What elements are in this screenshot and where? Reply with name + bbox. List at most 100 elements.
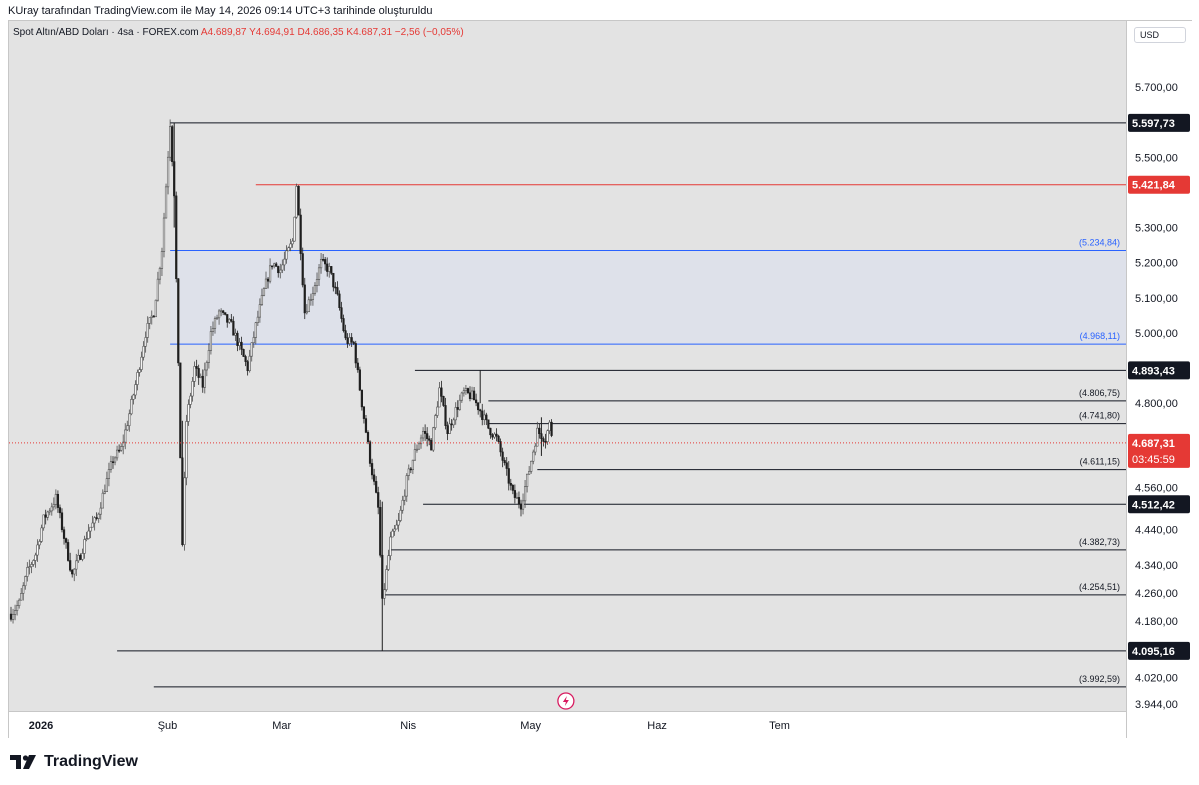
candle-body	[89, 526, 92, 532]
candle-body	[468, 392, 472, 399]
plot-area[interactable]: (5.234,84) (4.968,11) (4.806,75) (4.741,80)…	[9, 21, 1126, 711]
candle-body	[356, 362, 359, 371]
candle-body	[507, 468, 510, 484]
candle-body	[20, 593, 23, 601]
candle-body	[60, 512, 64, 531]
candle-body	[315, 279, 319, 286]
candle-body	[252, 337, 255, 344]
candle-body	[24, 576, 27, 587]
candle-body	[28, 566, 31, 568]
price-axis-labels: 5.597,73 5.421,84 4.893,43 4.512,42 4.095,16…	[1128, 82, 1190, 711]
candle-body	[450, 423, 453, 426]
tradingview-icon	[10, 755, 36, 769]
level-badge-label: 5.421,84	[1132, 180, 1176, 192]
candle-body	[409, 468, 412, 471]
candle-body	[134, 384, 137, 396]
candle-body	[495, 433, 498, 437]
candle-body	[319, 259, 323, 269]
candle-body	[432, 427, 435, 451]
candle-body	[103, 491, 106, 494]
candle-body	[191, 381, 194, 397]
candle-body	[387, 555, 390, 570]
candle-body	[277, 266, 280, 274]
candle-body	[391, 530, 394, 538]
candle-body	[238, 341, 241, 346]
candle-body	[101, 492, 104, 509]
price-tick-label: 5.000,00	[1135, 328, 1178, 340]
candle-body	[475, 399, 478, 404]
candle-body	[383, 589, 386, 599]
candle-body	[242, 349, 245, 357]
candle-body	[346, 337, 349, 344]
candle-body	[362, 406, 366, 419]
candle-body	[73, 568, 76, 575]
currency-button[interactable]: USD	[1134, 27, 1186, 43]
time-axis[interactable]: 2026 Şub Mar Nis May Haz Tem	[9, 711, 1126, 738]
candle-body	[546, 430, 549, 442]
candle-body	[499, 441, 502, 453]
candle-body	[354, 343, 357, 364]
candle-body	[297, 185, 300, 216]
candle-body	[264, 278, 268, 289]
candle-body	[150, 315, 153, 318]
price-tick-label: 5.100,00	[1135, 293, 1178, 305]
candle-body	[426, 433, 429, 440]
candle-body	[348, 337, 351, 344]
candle-body	[248, 355, 251, 372]
candle-body	[162, 217, 166, 252]
price-axis[interactable]: USD 5.597,73 5.421,84 4.893,43 4.512,42 4.09…	[1126, 21, 1192, 738]
candle-body	[317, 267, 321, 280]
candle-body	[246, 361, 249, 372]
legend-open: A4.689,87	[200, 27, 247, 38]
time-tick-label: Şub	[158, 720, 178, 732]
symbol-legend: Spot Altın/ABD Doları · 4sa · FOREX.com …	[13, 27, 464, 38]
candle-body	[497, 435, 500, 442]
candle-body	[85, 538, 88, 540]
candle-body	[222, 310, 225, 313]
price-tick-label: 4.260,00	[1135, 588, 1178, 600]
candle-body	[334, 286, 337, 289]
candle-body	[201, 375, 204, 388]
level-label: (4.254,51)	[1079, 582, 1120, 592]
legend-low: D4.686,35	[297, 27, 344, 38]
level-badge-label: 4.095,16	[1132, 646, 1175, 658]
candle-body	[309, 299, 312, 301]
candle-body	[275, 263, 278, 267]
candle-body	[548, 421, 551, 432]
candle-body	[448, 423, 451, 434]
time-tick-label: Haz	[647, 720, 667, 732]
candle-body	[160, 251, 164, 269]
candle-body	[38, 541, 41, 546]
candle-body	[154, 299, 157, 318]
time-axis-labels: 2026 Şub Mar Nis May Haz Tem	[29, 720, 790, 732]
candle-body	[366, 432, 370, 443]
tradingview-logo[interactable]: TradingView	[10, 752, 138, 772]
candle-body	[493, 433, 496, 438]
candle-body	[228, 319, 231, 323]
candle-body	[395, 524, 398, 530]
level-label: (4.806,75)	[1079, 388, 1120, 398]
candle-body	[405, 475, 408, 497]
candle-body	[446, 425, 449, 434]
candle-body	[485, 414, 488, 421]
legend-symbol[interactable]: Spot Altın/ABD Doları · 4sa · FOREX.com	[13, 27, 199, 38]
level-badge-label: 4.893,43	[1132, 365, 1175, 377]
candle-body	[50, 506, 53, 512]
candle-body	[205, 362, 208, 371]
level-badge	[1128, 361, 1190, 380]
price-tick-label: 4.340,00	[1135, 560, 1178, 572]
candle-body	[301, 253, 304, 286]
candle-body	[175, 195, 178, 280]
level-label: (4.611,15)	[1080, 457, 1120, 467]
candle-body	[491, 434, 494, 438]
candle-body	[521, 500, 525, 510]
candle-body	[313, 285, 317, 294]
candle-body	[509, 482, 512, 486]
legend-high: Y4.694,91	[249, 27, 295, 38]
candle-body	[169, 126, 172, 158]
candle-body	[132, 394, 135, 400]
level-badge	[1128, 175, 1190, 194]
candle-body	[130, 399, 133, 415]
candle-body	[77, 554, 80, 562]
candle-body	[532, 451, 535, 462]
